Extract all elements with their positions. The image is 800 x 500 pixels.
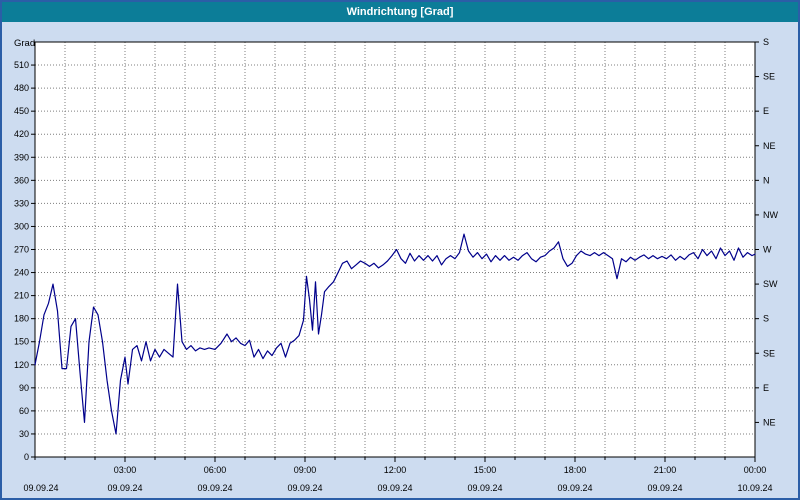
- y-right-compass-label: S: [763, 37, 769, 47]
- y-left-tick-label: 30: [19, 429, 29, 439]
- y-left-tick-label: 0: [24, 452, 29, 462]
- y-right-compass-label: N: [763, 175, 770, 185]
- x-date-label: 10.09.24: [737, 483, 772, 493]
- x-date-label: 09.09.24: [107, 483, 142, 493]
- x-date-label: 09.09.24: [287, 483, 322, 493]
- wind-direction-chart: Grad 0 30 60 90 120 150 180 210 240 270 300 330 360 39…: [14, 37, 779, 493]
- y-left-tick-label: 480: [14, 83, 29, 93]
- y-right-compass-label: SE: [763, 348, 775, 358]
- x-time-label: 09:00: [294, 465, 317, 475]
- y-left-tick-label: 420: [14, 129, 29, 139]
- y-right-compass-label: SE: [763, 72, 775, 82]
- y-right-compass-label: NW: [763, 210, 778, 220]
- y-left-tick-label: 120: [14, 360, 29, 370]
- page-title: Windrichtung [Grad]: [346, 6, 454, 18]
- y-right-compass-label: E: [763, 383, 769, 393]
- y-right-compass-label: NE: [763, 141, 776, 151]
- y-left-tick-label: 240: [14, 268, 29, 278]
- y-right-compass-label: W: [763, 245, 772, 255]
- y-left-tick-label: 450: [14, 106, 29, 116]
- x-date-label: 09.09.24: [557, 483, 592, 493]
- x-time-label: 00:00: [744, 465, 767, 475]
- x-time-label: 21:00: [654, 465, 677, 475]
- x-date-label: 09.09.24: [197, 483, 232, 493]
- y-left-tick-label: 210: [14, 291, 29, 301]
- x-date-label: 09.09.24: [23, 483, 58, 493]
- x-date-label: 09.09.24: [467, 483, 502, 493]
- x-time-label: 06:00: [204, 465, 227, 475]
- y-right-compass-label: NE: [763, 417, 776, 427]
- wind-direction-series: [34, 233, 756, 435]
- y-left-tick-label: 390: [14, 152, 29, 162]
- y-left-tick-label: 150: [14, 337, 29, 347]
- y-axis-title: Grad: [14, 38, 35, 49]
- y-left-tick-label: 180: [14, 314, 29, 324]
- x-time-label: 12:00: [384, 465, 407, 475]
- y-right-compass-label: E: [763, 106, 769, 116]
- x-time-label: 15:00: [474, 465, 497, 475]
- y-left-tick-label: 300: [14, 221, 29, 231]
- y-left-tick-label: 270: [14, 245, 29, 255]
- chart-title-bar: Windrichtung [Grad]: [2, 2, 798, 22]
- y-right-compass-label: S: [763, 314, 769, 324]
- y-left-tick-label: 360: [14, 175, 29, 185]
- y-left-tick-label: 510: [14, 60, 29, 70]
- x-date-label: 09.09.24: [647, 483, 682, 493]
- x-date-label: 09.09.24: [377, 483, 412, 493]
- y-left-tick-label: 330: [14, 198, 29, 208]
- chart-panel: Grad 0 30 60 90 120 150 180 210 240 270 300 330 360 39…: [2, 22, 798, 498]
- y-left-tick-label: 60: [19, 406, 29, 416]
- x-time-label: 03:00: [114, 465, 137, 475]
- y-right-compass-label: SW: [763, 279, 778, 289]
- y-left-tick-label: 90: [19, 383, 29, 393]
- x-time-label: 18:00: [564, 465, 587, 475]
